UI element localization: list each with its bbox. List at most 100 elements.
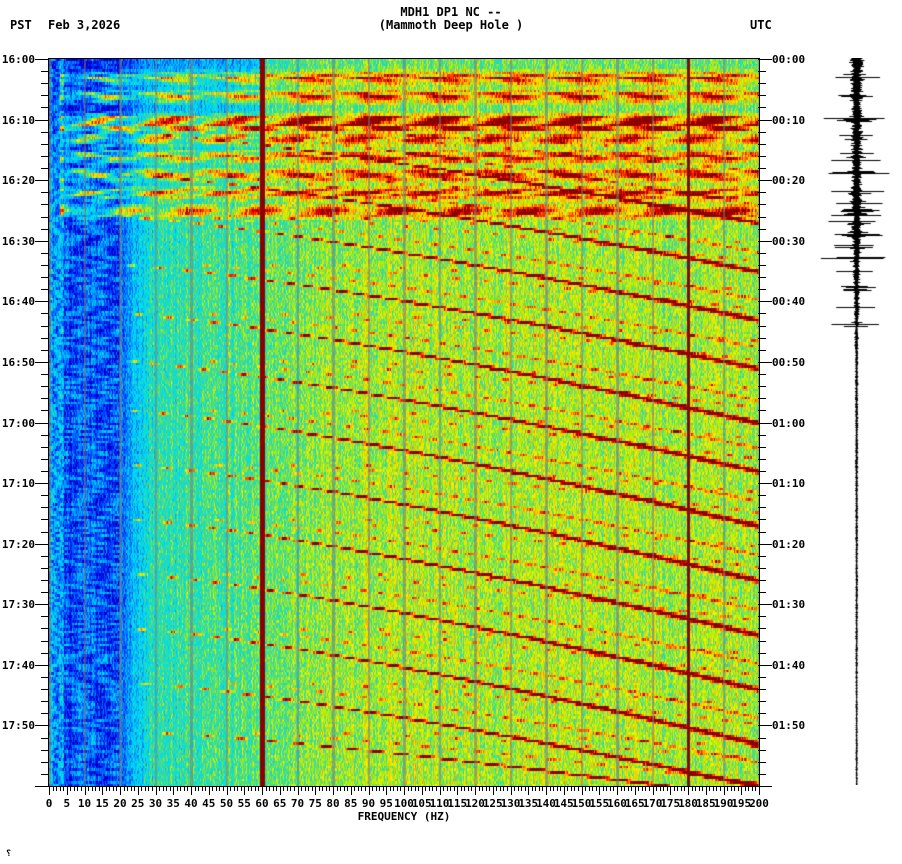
y-axis-label-utc: 01:50: [772, 719, 806, 733]
y-tick-major: [35, 119, 49, 121]
x-tick-major: [333, 786, 334, 795]
y-axis-label-pst: 16:30: [1, 234, 35, 248]
y-axis-label-pst: 16:10: [1, 113, 35, 127]
y-tick-major: [758, 59, 772, 60]
y-tick-major: [758, 725, 772, 727]
x-tick-major: [546, 786, 547, 795]
x-axis-label: 120: [465, 797, 485, 810]
x-tick-major: [350, 786, 352, 795]
y-axis-label-pst: 16:20: [1, 174, 35, 188]
x-tick-major: [528, 786, 530, 795]
x-tick-major: [599, 786, 601, 795]
x-tick-major: [723, 786, 725, 795]
y-tick-major: [758, 180, 772, 182]
x-tick-major: [404, 786, 405, 795]
timezone-left-label: PST: [10, 18, 32, 32]
x-axis-label: 125: [482, 797, 503, 810]
x-tick-major: [581, 786, 583, 795]
x-axis-label: 110: [429, 797, 450, 810]
x-tick-major: [191, 786, 192, 795]
x-tick-major: [244, 786, 246, 795]
y-axis-label-pst: 17:40: [1, 658, 35, 672]
y-axis-label-utc: 00:40: [772, 295, 806, 309]
y-tick-major: [758, 786, 772, 787]
x-axis-label: 135: [518, 797, 539, 810]
x-tick-major: [492, 786, 494, 795]
y-tick-major: [758, 422, 772, 424]
x-tick-major: [652, 786, 654, 795]
x-axis-label: 50: [219, 797, 234, 810]
x-tick-major: [315, 786, 317, 795]
x-axis-label: 145: [553, 797, 574, 810]
x-tick-major: [421, 786, 423, 795]
x-tick-major: [102, 786, 104, 795]
x-axis-label: 200: [749, 797, 769, 810]
x-axis-label: 55: [237, 797, 251, 810]
y-tick-major: [35, 59, 49, 60]
timezone-right-label: UTC: [750, 18, 772, 32]
spectrogram-plot[interactable]: [48, 58, 760, 787]
y-axis-label-pst: 17:30: [1, 598, 35, 612]
x-axis-label: 130: [500, 797, 521, 810]
x-axis-frequency: 0 5 10 15 20 25 30 35 40 45 50 55 60 65 70 75 80 85 90 95 10…: [46, 786, 769, 832]
waveform-trace-panel[interactable]: [820, 58, 898, 785]
y-axis-label-utc: 01:30: [772, 598, 806, 612]
x-tick-major: [670, 786, 672, 795]
y-tick-major: [35, 301, 49, 303]
corner-artifact-mark: ⸮: [6, 849, 12, 859]
x-axis-label: 195: [731, 797, 752, 810]
x-axis-label: 170: [642, 797, 663, 810]
x-axis-label: 10: [77, 797, 92, 810]
x-tick-major: [510, 786, 512, 795]
x-axis-label: 155: [589, 797, 610, 810]
x-tick-major: [439, 786, 441, 795]
y-tick-major: [35, 361, 49, 363]
x-axis-label: 20: [113, 797, 127, 810]
x-axis-label: 140: [536, 797, 556, 810]
x-axis-label: 190: [713, 797, 734, 810]
y-tick-major: [35, 786, 49, 787]
y-tick-major: [35, 180, 49, 182]
record-date-label: Feb 3,2026: [48, 18, 121, 32]
x-axis-label: 75: [308, 797, 322, 810]
x-axis-label: 175: [660, 797, 681, 810]
y-axis-label-pst: 16:00: [1, 53, 35, 66]
x-tick-major: [759, 786, 760, 795]
x-axis-label: 80: [326, 797, 340, 810]
x-axis-label: 70: [290, 797, 305, 810]
x-tick-major: [226, 786, 228, 795]
x-axis-label: 40: [184, 797, 198, 810]
y-axis-left-pst: 16:00 16:10 16:20 16:30 16:40 16:50 17:00 17:10…: [0, 53, 49, 787]
x-tick-major: [262, 786, 263, 795]
x-axis-label: 100: [394, 797, 414, 810]
y-tick-major: [758, 119, 772, 121]
y-tick-major: [758, 604, 772, 606]
y-tick-major: [758, 543, 772, 545]
station-subtitle: (Mammoth Deep Hole ): [378, 18, 524, 32]
y-axis-label-pst: 16:40: [1, 295, 35, 309]
x-tick-major: [137, 786, 139, 795]
x-tick-major: [705, 786, 707, 795]
x-tick-major: [66, 786, 68, 795]
x-axis-label: 165: [624, 797, 645, 810]
y-tick-major: [758, 664, 772, 666]
y-axis-label-utc: 01:00: [772, 416, 806, 430]
x-axis-label: 35: [166, 797, 180, 810]
x-axis-label: 60: [255, 797, 269, 810]
waveform-canvas: [820, 58, 898, 785]
x-axis-label: 185: [695, 797, 716, 810]
y-axis-label-pst: 17:10: [1, 477, 35, 491]
x-tick-major: [120, 786, 121, 795]
y-tick-major: [35, 422, 49, 424]
y-axis-label-utc: 00:10: [772, 113, 806, 127]
x-tick-major: [634, 786, 636, 795]
y-tick-major: [758, 483, 772, 485]
y-tick-major: [758, 240, 772, 242]
x-axis-label: 25: [131, 797, 145, 810]
x-tick-major: [84, 786, 86, 795]
x-tick-major: [279, 786, 281, 795]
y-axis-label-utc: 00:20: [772, 174, 806, 188]
x-axis-label: 160: [607, 797, 627, 810]
x-tick-major: [563, 786, 565, 795]
